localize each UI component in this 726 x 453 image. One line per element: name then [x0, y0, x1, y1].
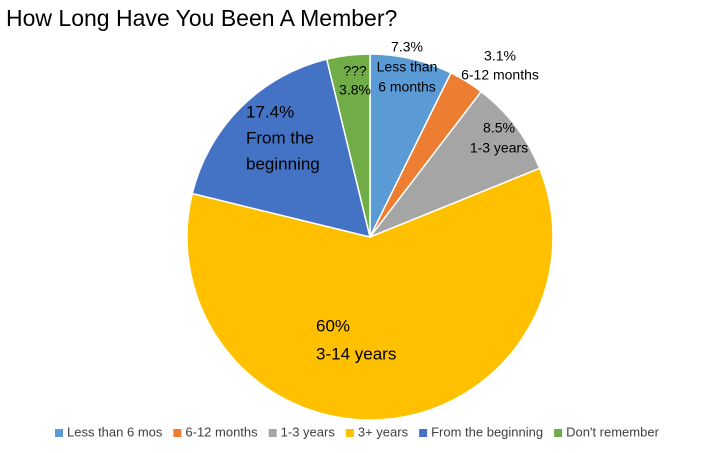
pie-slice [186, 167, 554, 421]
legend-label: 3+ years [358, 424, 409, 439]
data-label-text: 1-3 years [470, 140, 528, 156]
legend-label: Don't remember [566, 424, 659, 439]
data-label-value: 3.8% [339, 82, 371, 98]
legend-swatch [345, 429, 354, 437]
data-label-value: 7.3% [391, 39, 423, 55]
pie-slice [191, 58, 372, 239]
data-label-value: 60% [316, 316, 350, 335]
pie-slice [367, 90, 541, 239]
data-label-text: ??? [343, 63, 367, 79]
data-label-text: 6-12 months [461, 67, 539, 83]
legend-label: 1-3 years [281, 424, 336, 439]
data-label-text: 3-14 years [316, 344, 396, 363]
data-label-text: beginning [246, 154, 320, 173]
legend-label: From the beginning [431, 424, 543, 439]
data-label-value: 8.5% [483, 120, 515, 136]
data-label-text: From the [246, 128, 314, 147]
legend-swatch [419, 429, 428, 437]
legend-label: Less than 6 mos [67, 424, 163, 439]
legend-swatch [173, 429, 182, 437]
pie-slice [325, 53, 371, 238]
legend-swatch [268, 429, 277, 437]
data-label-value: 3.1% [484, 48, 516, 64]
legend-swatch [55, 429, 63, 437]
data-label-value: 17.4% [246, 102, 294, 121]
data-label-text: Less than [377, 59, 438, 75]
legend-label: 6-12 months [185, 424, 258, 439]
legend-swatch [554, 429, 563, 437]
chart-title: How Long Have You Been A Member? [6, 5, 397, 31]
data-label-text: 6 months [378, 79, 436, 95]
